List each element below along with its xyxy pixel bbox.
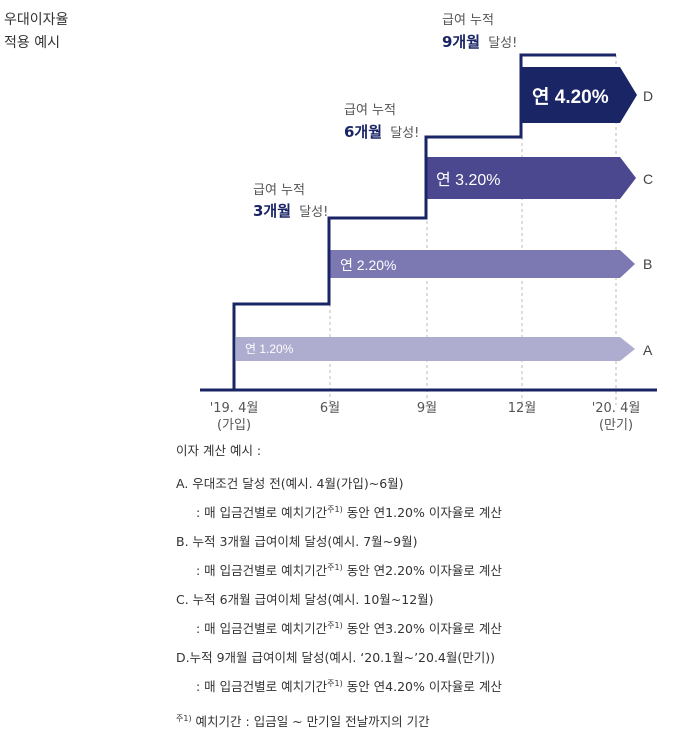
milestone-prefix: 급여 누적 — [253, 183, 305, 198]
timeline-sub: (가입) — [217, 418, 251, 433]
milestone-suffix: 달성! — [390, 126, 419, 141]
stage-letter-a: A — [643, 342, 653, 358]
timeline-label: '19. 4월 — [210, 401, 259, 416]
arrow-c: 연 3.20% — [427, 157, 636, 199]
arrow-b: 연 2.20% — [330, 250, 635, 278]
rate-label-c: 연 3.20% — [436, 171, 501, 189]
milestone-months: 9개월 — [442, 33, 480, 51]
milestone-6: 급여 누적 6개월 달성! — [344, 103, 419, 141]
note-title-c: C. 누적 6개월 급여이체 달성(예시. 10월~12월) — [176, 592, 434, 607]
footnote-text: 예치기간 : 입금일 ~ 만기일 전날까지의 기간 — [191, 714, 430, 729]
note-title-b: B. 누적 3개월 급여이체 달성(예시. 7월~9월) — [176, 534, 418, 549]
rate-label-a: 연 1.20% — [245, 342, 294, 356]
stage-letter-b: B — [643, 256, 652, 272]
rate-label-d: 연 4.20% — [532, 86, 609, 108]
note-detail-a: : 매 입금건별로 예치기간주1) 동안 연1.20% 이자율로 계산 — [196, 504, 502, 520]
rate-label-b: 연 2.20% — [340, 257, 396, 273]
arrow-d: 연 4.20% — [522, 67, 637, 123]
milestone-suffix: 달성! — [299, 205, 328, 220]
milestone-3: 급여 누적 3개월 달성! — [253, 183, 328, 220]
milestone-9: 급여 누적 9개월 달성! — [442, 13, 517, 51]
page-title-line2: 적용 예시 — [4, 35, 60, 51]
timeline-label: '20. 4월 — [592, 401, 641, 416]
step-line — [232, 53, 616, 390]
page-title-line1: 우대이자율 — [4, 12, 69, 28]
notes-heading: 이자 계산 예시 : — [176, 443, 262, 458]
footnote-mark: 주1) — [176, 713, 192, 723]
note-title-d: D.누적 9개월 급여이체 달성(예시. ‘20.1월~’20.4월(만기)) — [176, 650, 496, 665]
footnote: 주1) 예치기간 : 입금일 ~ 만기일 전날까지의 기간 — [176, 711, 430, 730]
timeline-label: 9월 — [417, 401, 437, 416]
svg-text:9개월 달성!: 9개월 달성! — [442, 33, 517, 51]
milestone-months: 6개월 — [344, 123, 382, 141]
timeline-sub: (만기) — [599, 418, 633, 433]
svg-text:3개월 달성!: 3개월 달성! — [253, 202, 328, 220]
stage-letter-c: C — [643, 171, 653, 187]
timeline-label: 6월 — [320, 401, 340, 416]
arrow-a: 연 1.20% — [236, 337, 635, 361]
milestone-prefix: 급여 누적 — [344, 103, 396, 118]
milestone-prefix: 급여 누적 — [442, 13, 494, 28]
stage-letter-d: D — [643, 88, 653, 104]
timeline-label: 12월 — [508, 401, 537, 416]
page-title: 우대이자율 적용 예시 — [4, 9, 68, 55]
milestone-suffix: 달성! — [488, 36, 517, 51]
step-diagram: 연 1.20% 연 2.20% 연 3.20% 연 4.20% A B C D … — [200, 13, 657, 433]
milestone-months: 3개월 — [253, 202, 291, 220]
note-title-a: A. 우대조건 달성 전(예시. 4월(가입)~6월) — [176, 476, 404, 491]
note-detail-d: : 매 입금건별로 예치기간주1) 동안 연4.20% 이자율로 계산 — [196, 678, 502, 694]
svg-text:6개월 달성!: 6개월 달성! — [344, 123, 419, 141]
note-detail-b: : 매 입금건별로 예치기간주1) 동안 연2.20% 이자율로 계산 — [196, 562, 502, 578]
note-detail-c: : 매 입금건별로 예치기간주1) 동안 연3.20% 이자율로 계산 — [196, 620, 502, 636]
